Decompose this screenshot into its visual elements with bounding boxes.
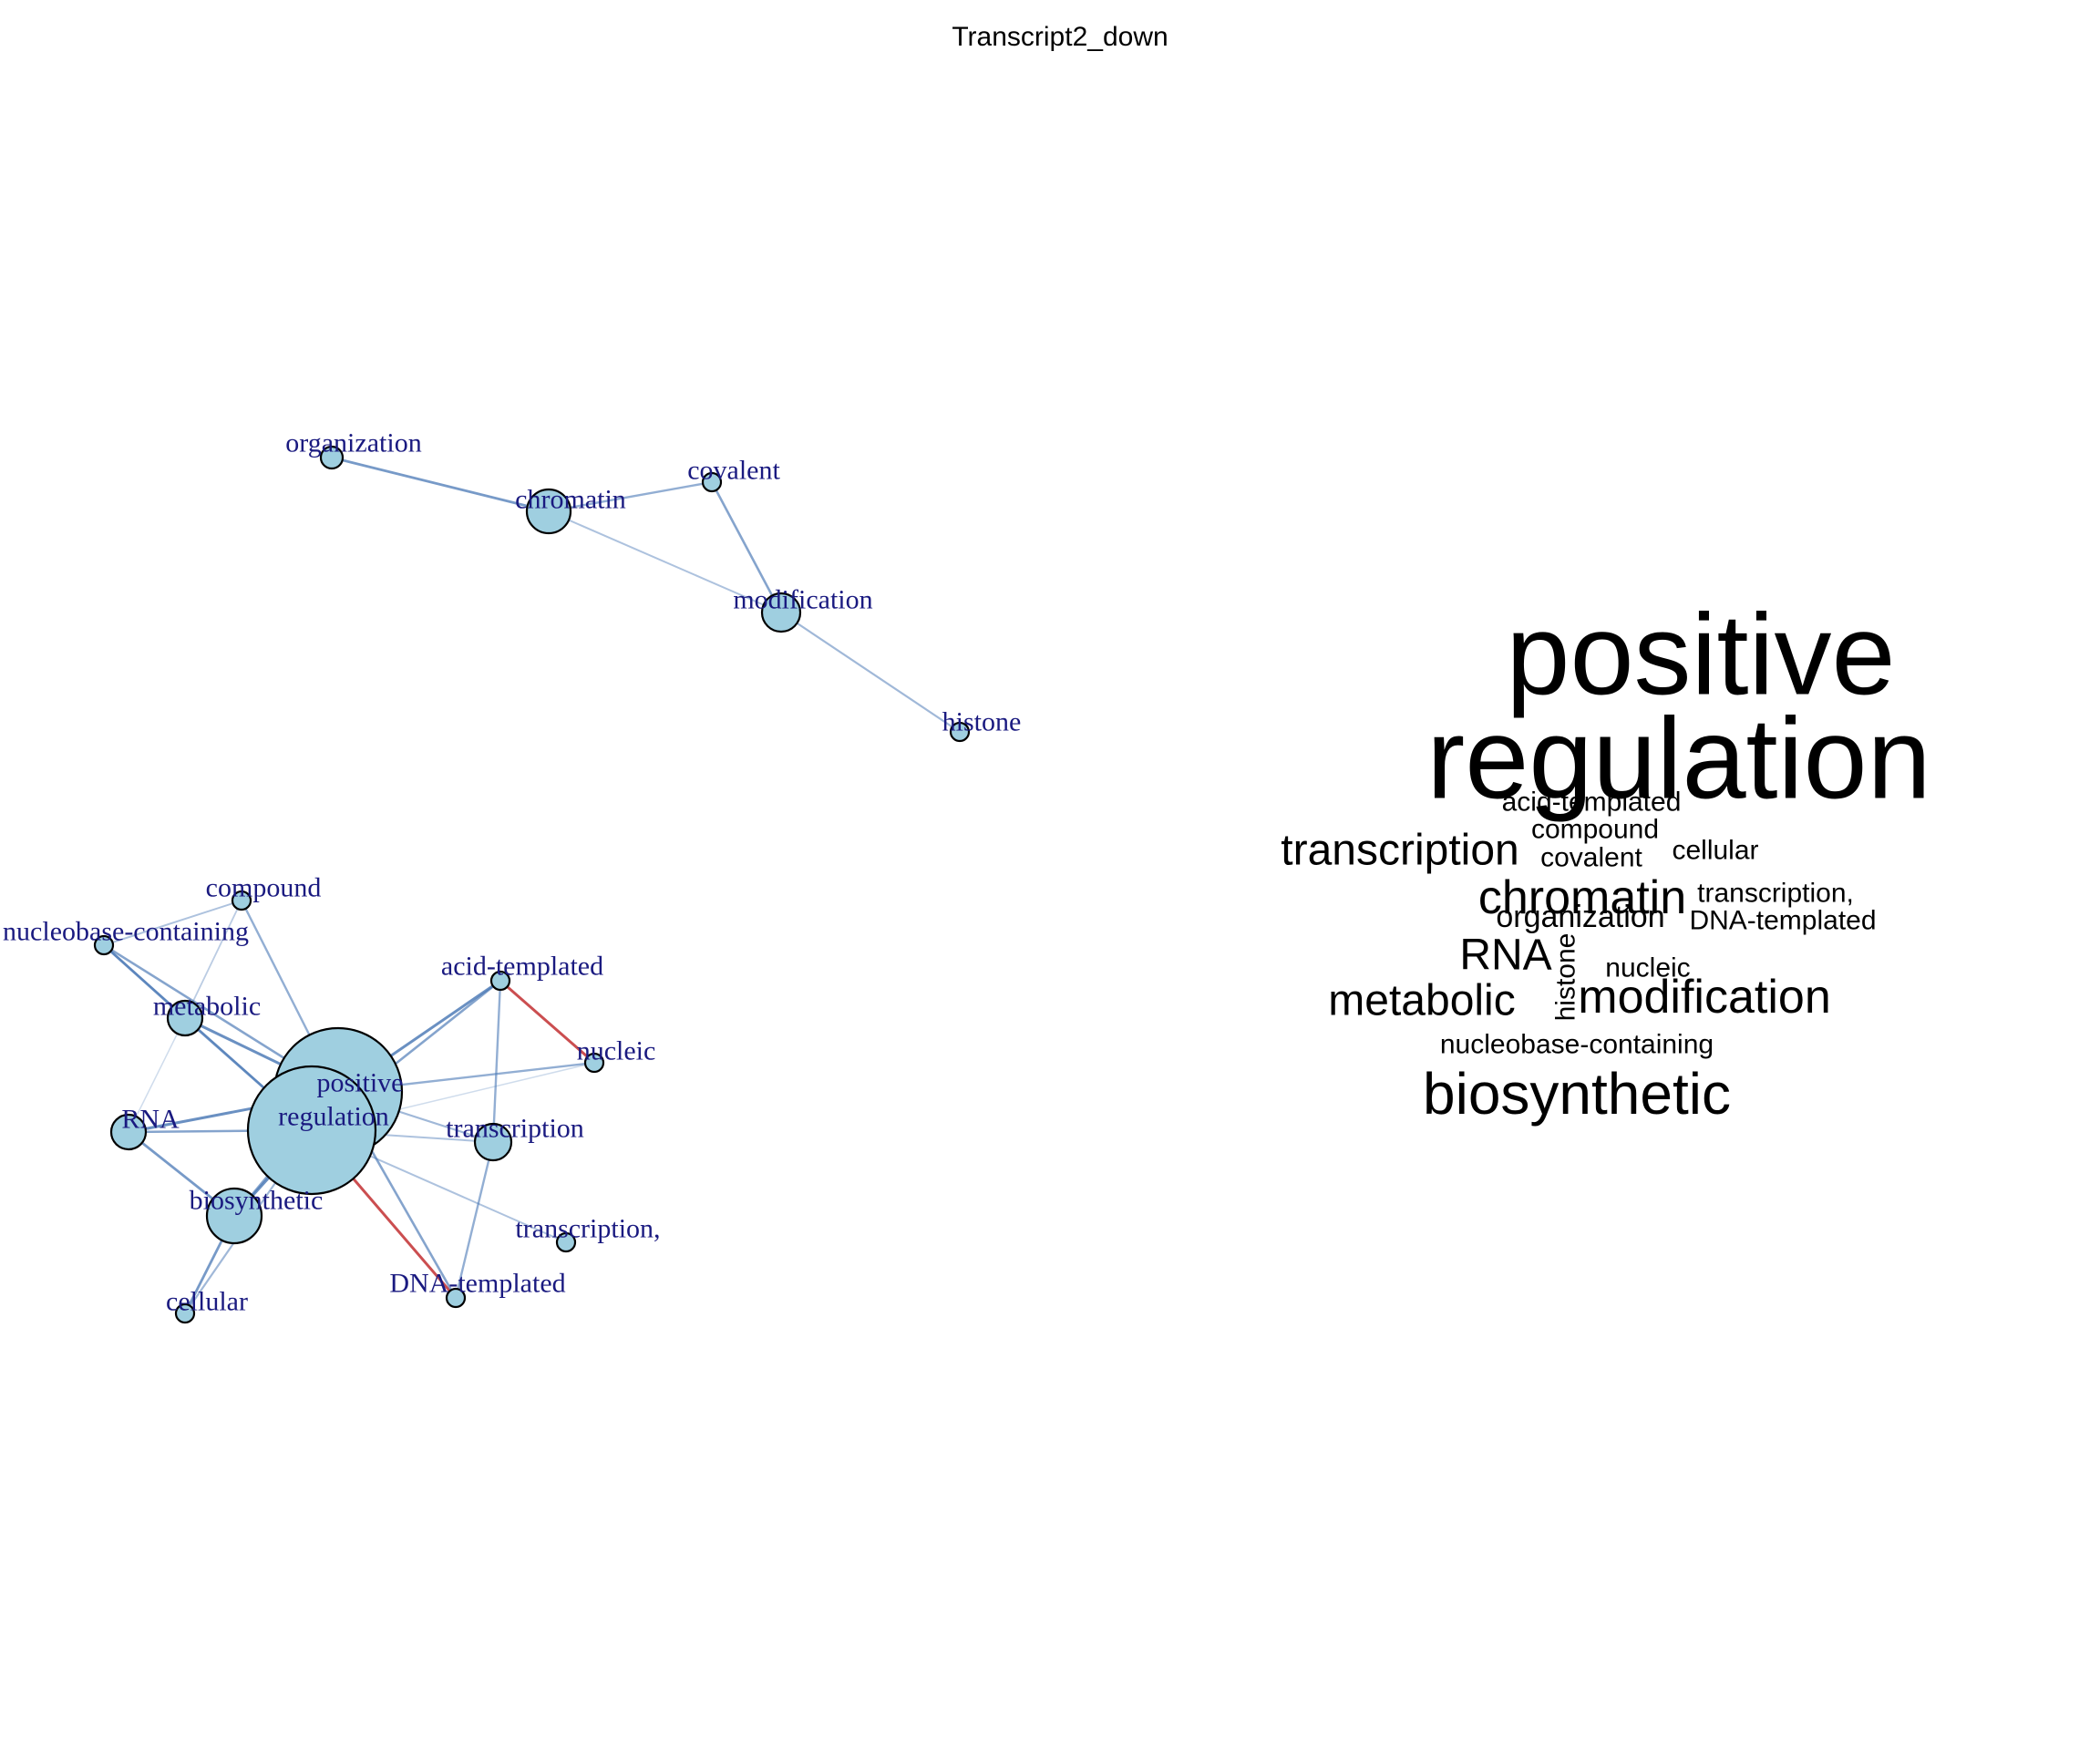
word-chromatin: chromatin	[1478, 871, 1686, 924]
word-RNA: RNA	[1459, 932, 1551, 980]
edge-chromatin-modification	[548, 510, 782, 613]
word-metabolic: metabolic	[1328, 977, 1515, 1025]
node-label-DNA-templated: DNA-templated	[389, 1269, 565, 1299]
word-histone: histone	[1551, 933, 1581, 1022]
word-DNA-templated: DNA-templated	[1689, 906, 1876, 936]
node-histone	[949, 721, 971, 743]
network-labels: organization chromatin covalent modificatio…	[3, 428, 1021, 1317]
edge-transcription-DNA-templated	[454, 1141, 495, 1299]
word-cellular: cellular	[1672, 836, 1758, 866]
word-covalent: covalent	[1540, 843, 1642, 873]
node-label-positive: positive	[317, 1068, 404, 1098]
node-cellular	[174, 1302, 196, 1324]
node-label-transcription: transcription,	[515, 1214, 660, 1244]
word-positive: positive	[1506, 591, 1895, 719]
edge-compound-metabolic	[184, 900, 242, 1019]
word-modification: modification	[1578, 971, 1830, 1024]
word-regulation: regulation	[1426, 695, 1930, 823]
node-DNA-templated	[445, 1287, 467, 1309]
word-nucleobase-containing: nucleobase-containing	[1440, 1030, 1714, 1060]
node-label-chromatin: chromatin	[515, 485, 626, 515]
node-label-biosynthetic: biosynthetic	[190, 1186, 324, 1216]
node-RNA	[109, 1113, 148, 1151]
node-label-RNA: RNA	[121, 1105, 180, 1135]
node-nucleic	[583, 1052, 605, 1074]
word-compound: compound	[1531, 815, 1659, 845]
word-nucleic: nucleic	[1605, 953, 1690, 983]
node-label-nucleic: nucleic	[577, 1036, 656, 1066]
node-chromatin	[525, 488, 572, 535]
node-label-modification: modification	[733, 585, 872, 615]
node-label-organization: organization	[285, 428, 421, 458]
edge-modification-histone	[780, 612, 961, 733]
word-acid-templated: acid-templated	[1502, 788, 1682, 818]
edge-acid-templated-nucleic	[499, 979, 595, 1065]
node-metabolic	[166, 999, 204, 1037]
node-label-histone: histone	[942, 707, 1022, 737]
node-label-cellular: cellular	[166, 1287, 248, 1317]
edge-organization-chromatin	[331, 456, 550, 513]
node-transcription	[473, 1122, 513, 1162]
node-compound	[231, 890, 252, 911]
node-label-compound: compound	[206, 873, 322, 903]
node-regulation	[246, 1065, 377, 1196]
node-organization	[319, 445, 345, 470]
node-nucleobase-containing	[93, 934, 115, 956]
node-label-covalent: covalent	[687, 456, 780, 486]
node-label-metabolic: metabolic	[153, 992, 261, 1022]
word-organization: organization	[1496, 900, 1664, 934]
edge-acid-templated-transcription	[491, 980, 502, 1143]
node-label-nucleobase-containing: nucleobase-containing	[3, 917, 249, 947]
word-transcription: transcription,	[1697, 879, 1854, 909]
node-label-acid-templated: acid-templated	[441, 952, 603, 982]
edge-chromatin-covalent	[548, 480, 713, 513]
edge-compound-nucleobase-containing	[103, 900, 242, 946]
node-acid-templated	[489, 970, 511, 992]
word-transcription: transcription	[1281, 827, 1518, 875]
figure-title: Transcript2_down	[952, 22, 1168, 52]
node-modification	[760, 592, 802, 633]
word-cloud: positiveregulationacid-templatedcompound…	[1281, 591, 1930, 1127]
edge-covalent-modification	[710, 481, 783, 613]
node-label-regulation: regulation	[278, 1102, 389, 1132]
node-covalent	[701, 471, 723, 493]
node-label-transcription: transcription	[446, 1114, 584, 1144]
network-nodes	[93, 445, 971, 1324]
word-biosynthetic: biosynthetic	[1423, 1061, 1731, 1127]
node-biosynthetic	[205, 1187, 263, 1245]
node-transcription	[555, 1231, 577, 1253]
edge-metabolic-RNA	[128, 1017, 186, 1133]
